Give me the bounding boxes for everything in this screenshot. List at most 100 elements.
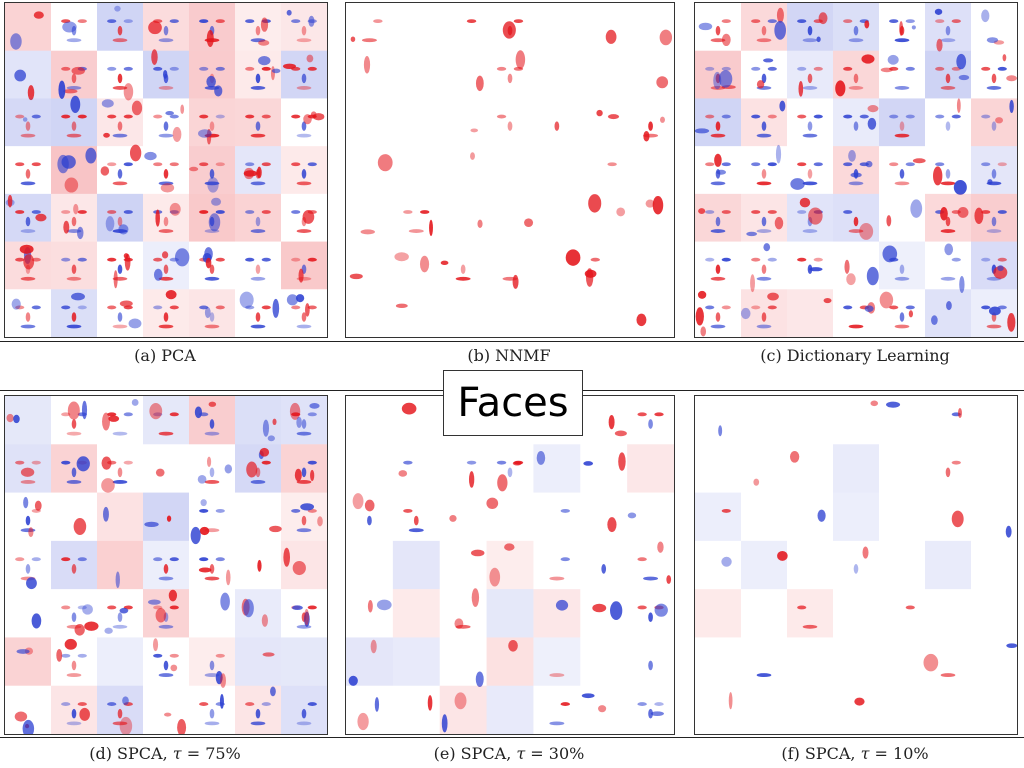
basis-tile xyxy=(496,114,513,131)
basis-tile xyxy=(879,98,925,147)
faces-title-box: Faces xyxy=(443,370,583,436)
basis-tile xyxy=(143,193,189,242)
basis-tile xyxy=(705,257,731,281)
basis-tile xyxy=(533,444,581,493)
basis-tile xyxy=(854,697,865,706)
basis-tile xyxy=(11,298,41,329)
basis-tile xyxy=(245,257,271,281)
basis-tile xyxy=(470,152,475,160)
basis-tile xyxy=(853,546,869,574)
basis-tile xyxy=(281,637,327,686)
basis-tile xyxy=(61,19,87,43)
basis-tile xyxy=(235,444,281,493)
basis-tile xyxy=(235,50,281,99)
basis-tile xyxy=(281,3,327,51)
basis-tile xyxy=(286,294,317,329)
basis-tile xyxy=(592,601,623,621)
basis-tile xyxy=(637,603,668,622)
basis-tile xyxy=(1006,643,1017,649)
basis-tile xyxy=(475,671,484,688)
basis-tile xyxy=(198,557,231,586)
caption-d: (d) SPCA, τ = 75% xyxy=(4,744,326,763)
basis-tile xyxy=(698,19,731,47)
basis-tile xyxy=(392,637,440,686)
caption-c: (c) Dictionary Learning xyxy=(760,346,950,365)
basis-tile xyxy=(636,313,647,327)
basis-tile xyxy=(235,98,281,147)
basis-tile xyxy=(695,589,741,638)
basis-tile xyxy=(363,55,371,74)
basis-tile xyxy=(833,98,879,147)
basis-tile xyxy=(104,605,133,634)
basis-tile xyxy=(797,257,823,275)
basis-tile xyxy=(933,162,967,195)
caption-f-tau: τ xyxy=(860,744,870,763)
basis-tile xyxy=(102,399,139,436)
basis-tile xyxy=(291,209,317,233)
basis-tile xyxy=(190,499,225,545)
basis-tile xyxy=(502,19,524,39)
basis-tile xyxy=(475,75,484,92)
caption-f-prefix: (f) SPCA, xyxy=(781,744,861,763)
basis-tile xyxy=(581,693,607,713)
basis-tile xyxy=(51,146,97,194)
basis-tile xyxy=(398,460,413,477)
basis-tile xyxy=(951,407,962,419)
basis-tile xyxy=(281,396,327,445)
basis-tile xyxy=(51,241,97,290)
basis-tile xyxy=(524,218,534,227)
basis-tile xyxy=(143,492,189,541)
basis-tile xyxy=(346,637,393,686)
basis-tile xyxy=(889,19,916,43)
basis-tile xyxy=(789,450,800,463)
basis-tile xyxy=(486,540,534,590)
basis-tile xyxy=(269,525,282,533)
basis-tile xyxy=(281,444,327,493)
basis-tile xyxy=(905,605,915,610)
basis-tile xyxy=(601,564,607,574)
spca-75-basis-images xyxy=(5,396,327,734)
pca-basis-images xyxy=(5,3,327,337)
basis-tile xyxy=(797,114,823,138)
basis-tile xyxy=(721,556,732,567)
basis-tile xyxy=(879,241,925,290)
basis-tile xyxy=(257,559,262,572)
basis-tile xyxy=(73,518,87,535)
basis-tile xyxy=(143,3,189,51)
basis-tile xyxy=(189,146,235,194)
spca-10-basis-images xyxy=(695,400,1017,710)
basis-tile xyxy=(454,588,480,629)
panel-pca xyxy=(4,2,328,338)
basis-tile xyxy=(189,637,235,688)
basis-tile xyxy=(403,210,433,237)
basis-tile xyxy=(5,98,51,147)
basis-tile xyxy=(833,444,879,493)
basis-tile xyxy=(605,29,617,44)
basis-tile xyxy=(971,193,1017,242)
basis-tile xyxy=(281,241,327,290)
basis-tile xyxy=(951,510,964,528)
basis-tile xyxy=(153,104,185,142)
basis-tile xyxy=(740,289,787,337)
basis-tile xyxy=(401,402,417,415)
basis-tile xyxy=(281,540,327,590)
basis-tile xyxy=(15,162,41,186)
basis-tile xyxy=(533,589,581,638)
basis-tile xyxy=(61,400,88,436)
basis-tile xyxy=(164,712,187,734)
basis-tile xyxy=(143,396,189,445)
basis-tile xyxy=(199,247,225,281)
basis-tile xyxy=(502,274,519,289)
basis-tile xyxy=(496,50,526,84)
basis-tile xyxy=(659,29,673,46)
caption-e: (e) SPCA, τ = 30% xyxy=(345,744,673,763)
dictionary-learning-basis-images xyxy=(695,3,1017,337)
basis-tile xyxy=(470,128,479,133)
basis-tile xyxy=(787,50,833,99)
basis-tile xyxy=(695,50,741,99)
basis-tile xyxy=(843,302,876,329)
basis-tile xyxy=(833,3,879,51)
basis-tile xyxy=(787,3,833,51)
basis-tile xyxy=(51,95,97,147)
divider-bottom xyxy=(0,737,1024,738)
